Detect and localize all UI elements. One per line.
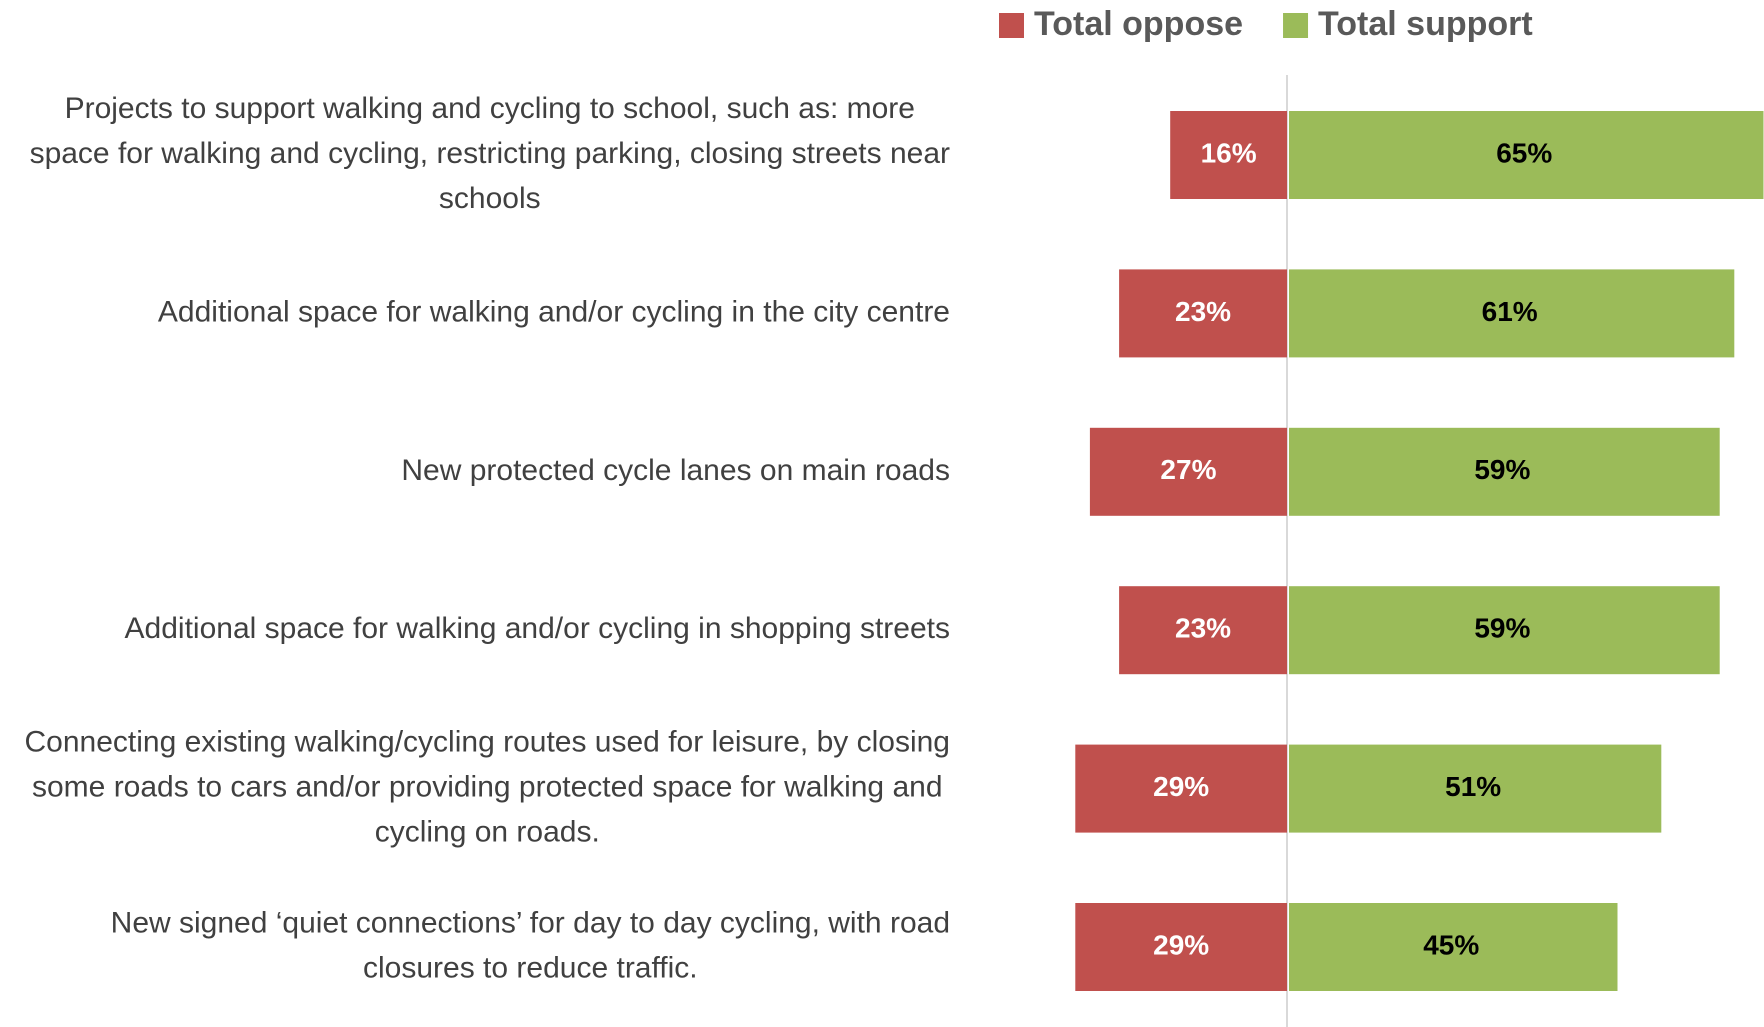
- support-value-label: 45%: [1423, 929, 1479, 960]
- legend-label: Total support: [1318, 5, 1533, 43]
- oppose-bar: [1119, 269, 1287, 358]
- legend-swatch: [999, 13, 1024, 38]
- support-value-label: 61%: [1482, 296, 1538, 327]
- support-bar: [1289, 269, 1735, 358]
- oppose-bar: [1170, 111, 1287, 199]
- category-label: Additional space for walking and/or cycl…: [125, 612, 950, 645]
- oppose-value-label: 23%: [1175, 613, 1231, 644]
- oppose-value-label: 29%: [1153, 929, 1209, 960]
- category-label: New signed ‘quiet connections’ for day t…: [111, 906, 950, 984]
- support-value-label: 59%: [1474, 454, 1530, 485]
- legend-label: Total oppose: [1034, 5, 1243, 43]
- support-value-label: 51%: [1445, 771, 1501, 802]
- legend-swatch: [1283, 13, 1309, 38]
- support-bar: [1289, 744, 1662, 833]
- category-label: New protected cycle lanes on main roads: [401, 454, 950, 487]
- support-bar: [1289, 586, 1720, 675]
- category-label: Connecting existing walking/cycling rout…: [25, 726, 950, 849]
- oppose-value-label: 23%: [1175, 296, 1231, 327]
- category-label: Projects to support walking and cycling …: [30, 92, 950, 215]
- support-value-label: 65%: [1496, 137, 1552, 168]
- category-label: Additional space for walking and/or cycl…: [158, 295, 950, 328]
- oppose-bar: [1075, 903, 1287, 991]
- support-value-label: 59%: [1474, 613, 1530, 644]
- oppose-value-label: 29%: [1153, 771, 1209, 802]
- oppose-value-label: 27%: [1160, 454, 1216, 485]
- oppose-bar: [1075, 744, 1287, 833]
- support-bar: [1289, 111, 1764, 199]
- oppose-bar: [1119, 586, 1287, 675]
- oppose-bar: [1089, 427, 1287, 516]
- oppose-value-label: 16%: [1201, 137, 1257, 168]
- support-bar: [1289, 903, 1618, 991]
- support-bar: [1289, 427, 1720, 516]
